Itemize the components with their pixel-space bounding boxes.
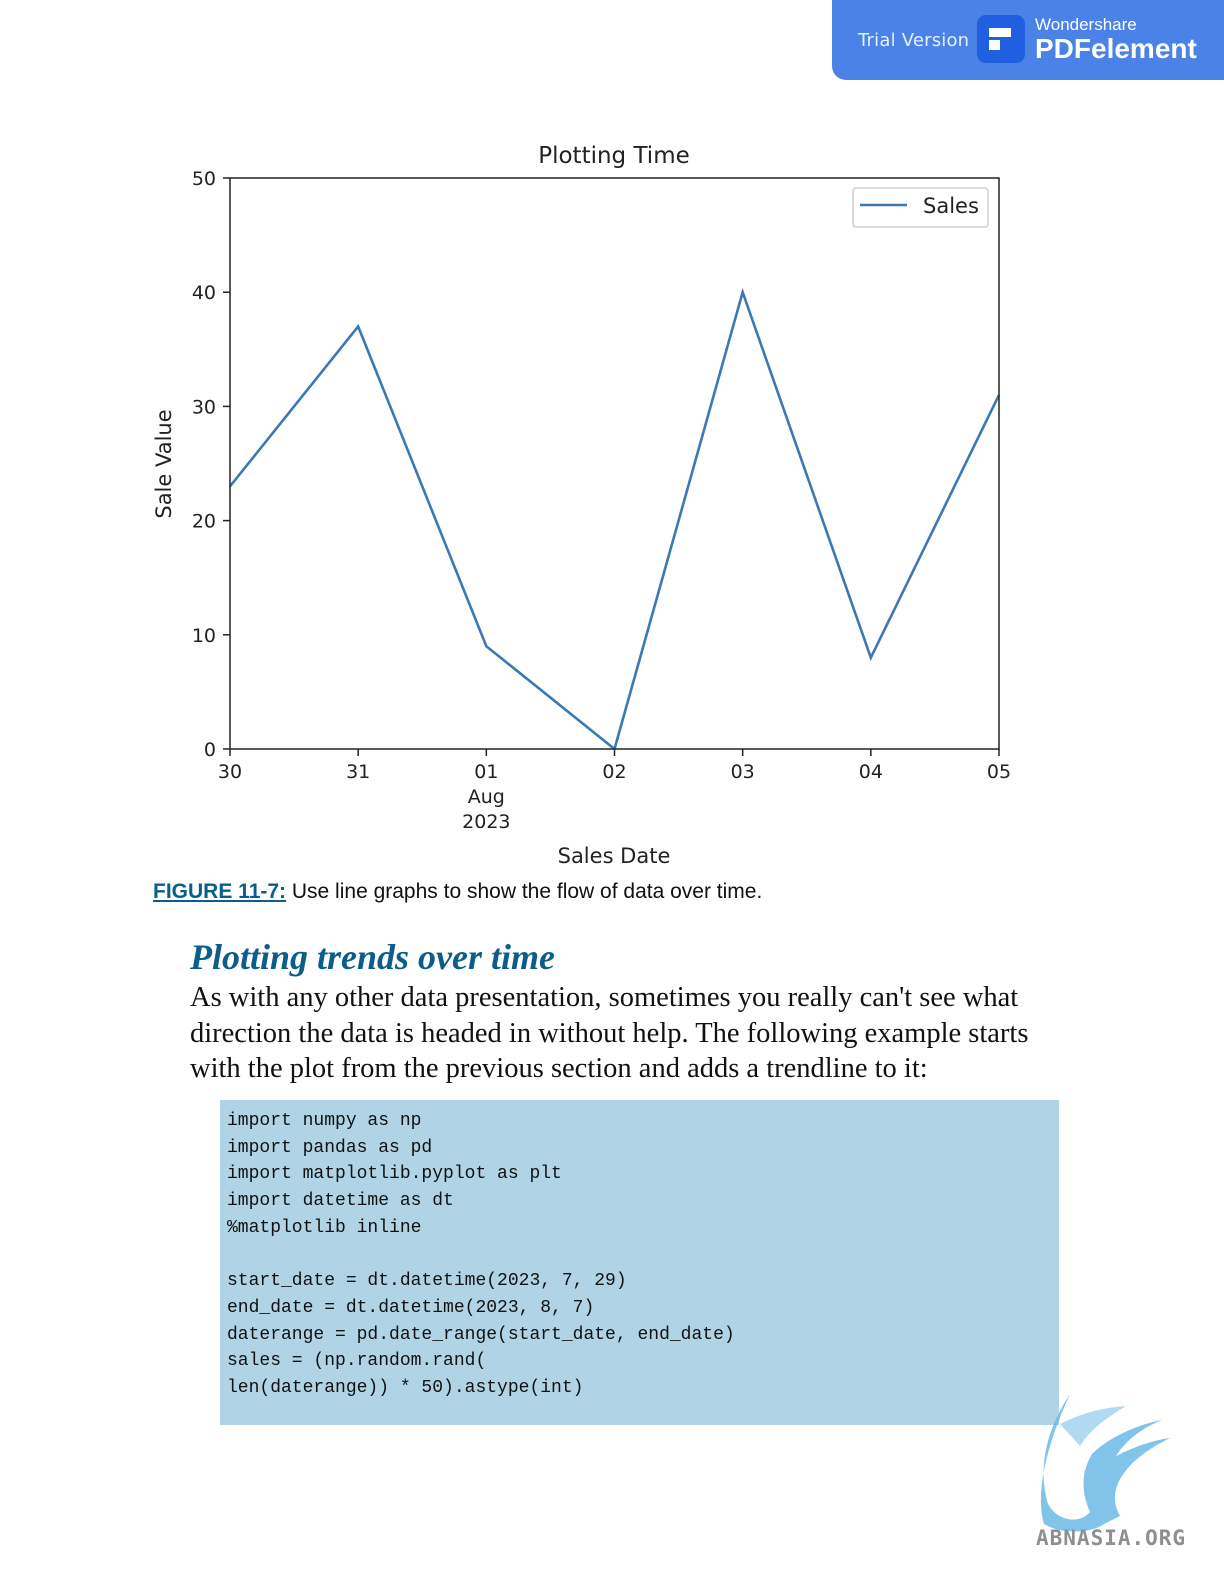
griffin-logo-icon	[1040, 1394, 1170, 1532]
code-text: import numpy as np import pandas as pd i…	[227, 1111, 735, 1399]
y-tick-label: 30	[192, 396, 216, 418]
watermark-text: ABNASIA.ORG	[1036, 1526, 1187, 1550]
code-block: import numpy as np import pandas as pd i…	[220, 1100, 1059, 1425]
y-tick-label: 0	[204, 739, 216, 761]
legend: Sales	[852, 187, 989, 228]
x-tick-label: 02	[602, 761, 626, 783]
plot-frame	[229, 177, 1000, 750]
sales-line-chart: Plotting Time Sale Value Sales Date 0 10 2…	[152, 143, 1011, 868]
x-axis-label: Sales Date	[558, 844, 671, 868]
pdfelement-logo-icon	[977, 15, 1025, 63]
figure-link[interactable]: FIGURE 11-7:	[153, 880, 287, 903]
brand-name: Wondershare PDFelement	[1035, 16, 1197, 63]
y-tick-label: 40	[192, 282, 216, 304]
series-line-sales	[228, 287, 1001, 752]
y-tick-label: 20	[192, 511, 216, 533]
y-axis-label: Sale Value	[152, 409, 176, 518]
y-tick-label: 50	[192, 168, 216, 190]
trial-banner[interactable]: Trial Version Wondershare PDFelement	[832, 0, 1224, 80]
y-ticks: 0 10 20 30 40 50	[192, 168, 230, 761]
x-tick-label: 31	[346, 761, 370, 783]
figure-caption: FIGURE 11-7: Use line graphs to show the…	[153, 880, 762, 904]
series-layer	[228, 287, 1001, 752]
trial-version-label: Trial Version	[858, 30, 970, 51]
caption-text: Use line graphs to show the flow of data…	[286, 880, 763, 903]
x-tick-label: 05	[987, 761, 1011, 783]
brand-small: Wondershare	[1035, 15, 1137, 34]
y-tick-label: 10	[192, 625, 216, 647]
x-tick-label: 01 Aug 2023	[462, 761, 510, 833]
brand-big: PDFelement	[1035, 33, 1197, 64]
section-heading: Plotting trends over time	[190, 937, 555, 977]
chart-title: Plotting Time	[538, 143, 690, 169]
x-tick-label: 04	[859, 761, 883, 783]
section-body: As with any other data presentation, som…	[190, 982, 1029, 1084]
legend-label-sales: Sales	[923, 194, 979, 218]
x-tick-label: 03	[731, 761, 755, 783]
x-tick-label: 30	[218, 761, 242, 783]
x-ticks: 30 31 01 Aug 2023 02 03 04 05	[218, 749, 1011, 833]
legend-box	[852, 187, 989, 228]
